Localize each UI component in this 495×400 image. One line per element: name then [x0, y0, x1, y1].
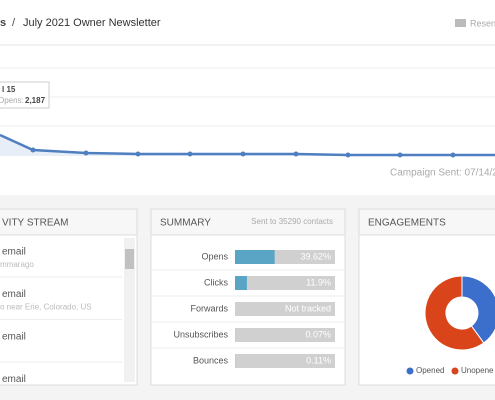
mail-icon[interactable]	[455, 19, 466, 27]
campaign-sent: Campaign Sent: 07/14/2	[390, 168, 495, 179]
activity-header	[0, 208, 138, 236]
donut-slice	[461, 275, 495, 344]
summary-note: Sent to 35290 contacts	[251, 217, 333, 226]
scroll-thumb[interactable]	[125, 249, 134, 269]
summary-value: 0.07%	[305, 329, 331, 339]
summary-bar-track	[235, 302, 335, 316]
summary-bar	[235, 250, 275, 264]
summary-title: SUMMARY	[160, 218, 211, 229]
summary-label: Forwards	[190, 303, 228, 313]
scrollbar[interactable]	[124, 238, 135, 382]
summary-label: Unsubscribes	[173, 329, 228, 339]
activity-panel	[0, 208, 138, 386]
summary-bar-track	[235, 328, 335, 342]
activity-item-detail: mmarago	[0, 260, 34, 269]
summary-value: 11.9%	[306, 277, 331, 287]
summary-value: Not tracked	[285, 303, 331, 313]
resend-button[interactable]: Resen	[470, 18, 495, 28]
summary-header	[150, 208, 346, 236]
summary-bar-track	[235, 354, 335, 368]
activity-item-detail: o near Erie, Colorado, US	[0, 303, 92, 312]
legend-swatch	[406, 367, 414, 375]
breadcrumb-parent[interactable]: s	[0, 17, 6, 29]
summary-bar	[235, 276, 247, 290]
breadcrumb-separator: /	[12, 17, 16, 29]
activity-item-title[interactable]: email	[2, 289, 26, 300]
activity-item-title[interactable]: email	[2, 247, 26, 258]
activity-item-title[interactable]: email	[2, 374, 26, 385]
tooltip-label: Opens:	[0, 96, 24, 105]
summary-label: Bounces	[193, 355, 229, 365]
summary-value: 39.62%	[300, 251, 331, 261]
engagements-title: ENGAGEMENTS	[368, 218, 446, 229]
legend-swatch	[451, 367, 459, 375]
legend-label: Opened	[416, 366, 444, 375]
activity-title: VITY STREAM	[2, 218, 69, 229]
summary-label: Clicks	[204, 277, 228, 287]
engagements-header	[358, 208, 495, 236]
tooltip	[0, 81, 50, 109]
donut-slice	[424, 275, 485, 351]
summary-bar-track	[235, 276, 335, 290]
page-title: July 2021 Owner Newsletter	[23, 17, 161, 29]
summary-label: Opens	[201, 251, 228, 261]
activity-item-title[interactable]: email	[2, 332, 26, 343]
line-area	[0, 135, 495, 156]
legend-label: Unopene	[461, 366, 494, 375]
tooltip-value: 2,187	[25, 96, 46, 105]
tooltip-date: l 15	[2, 85, 16, 94]
summary-value: 0.11%	[306, 355, 331, 365]
line-points	[30, 147, 456, 158]
